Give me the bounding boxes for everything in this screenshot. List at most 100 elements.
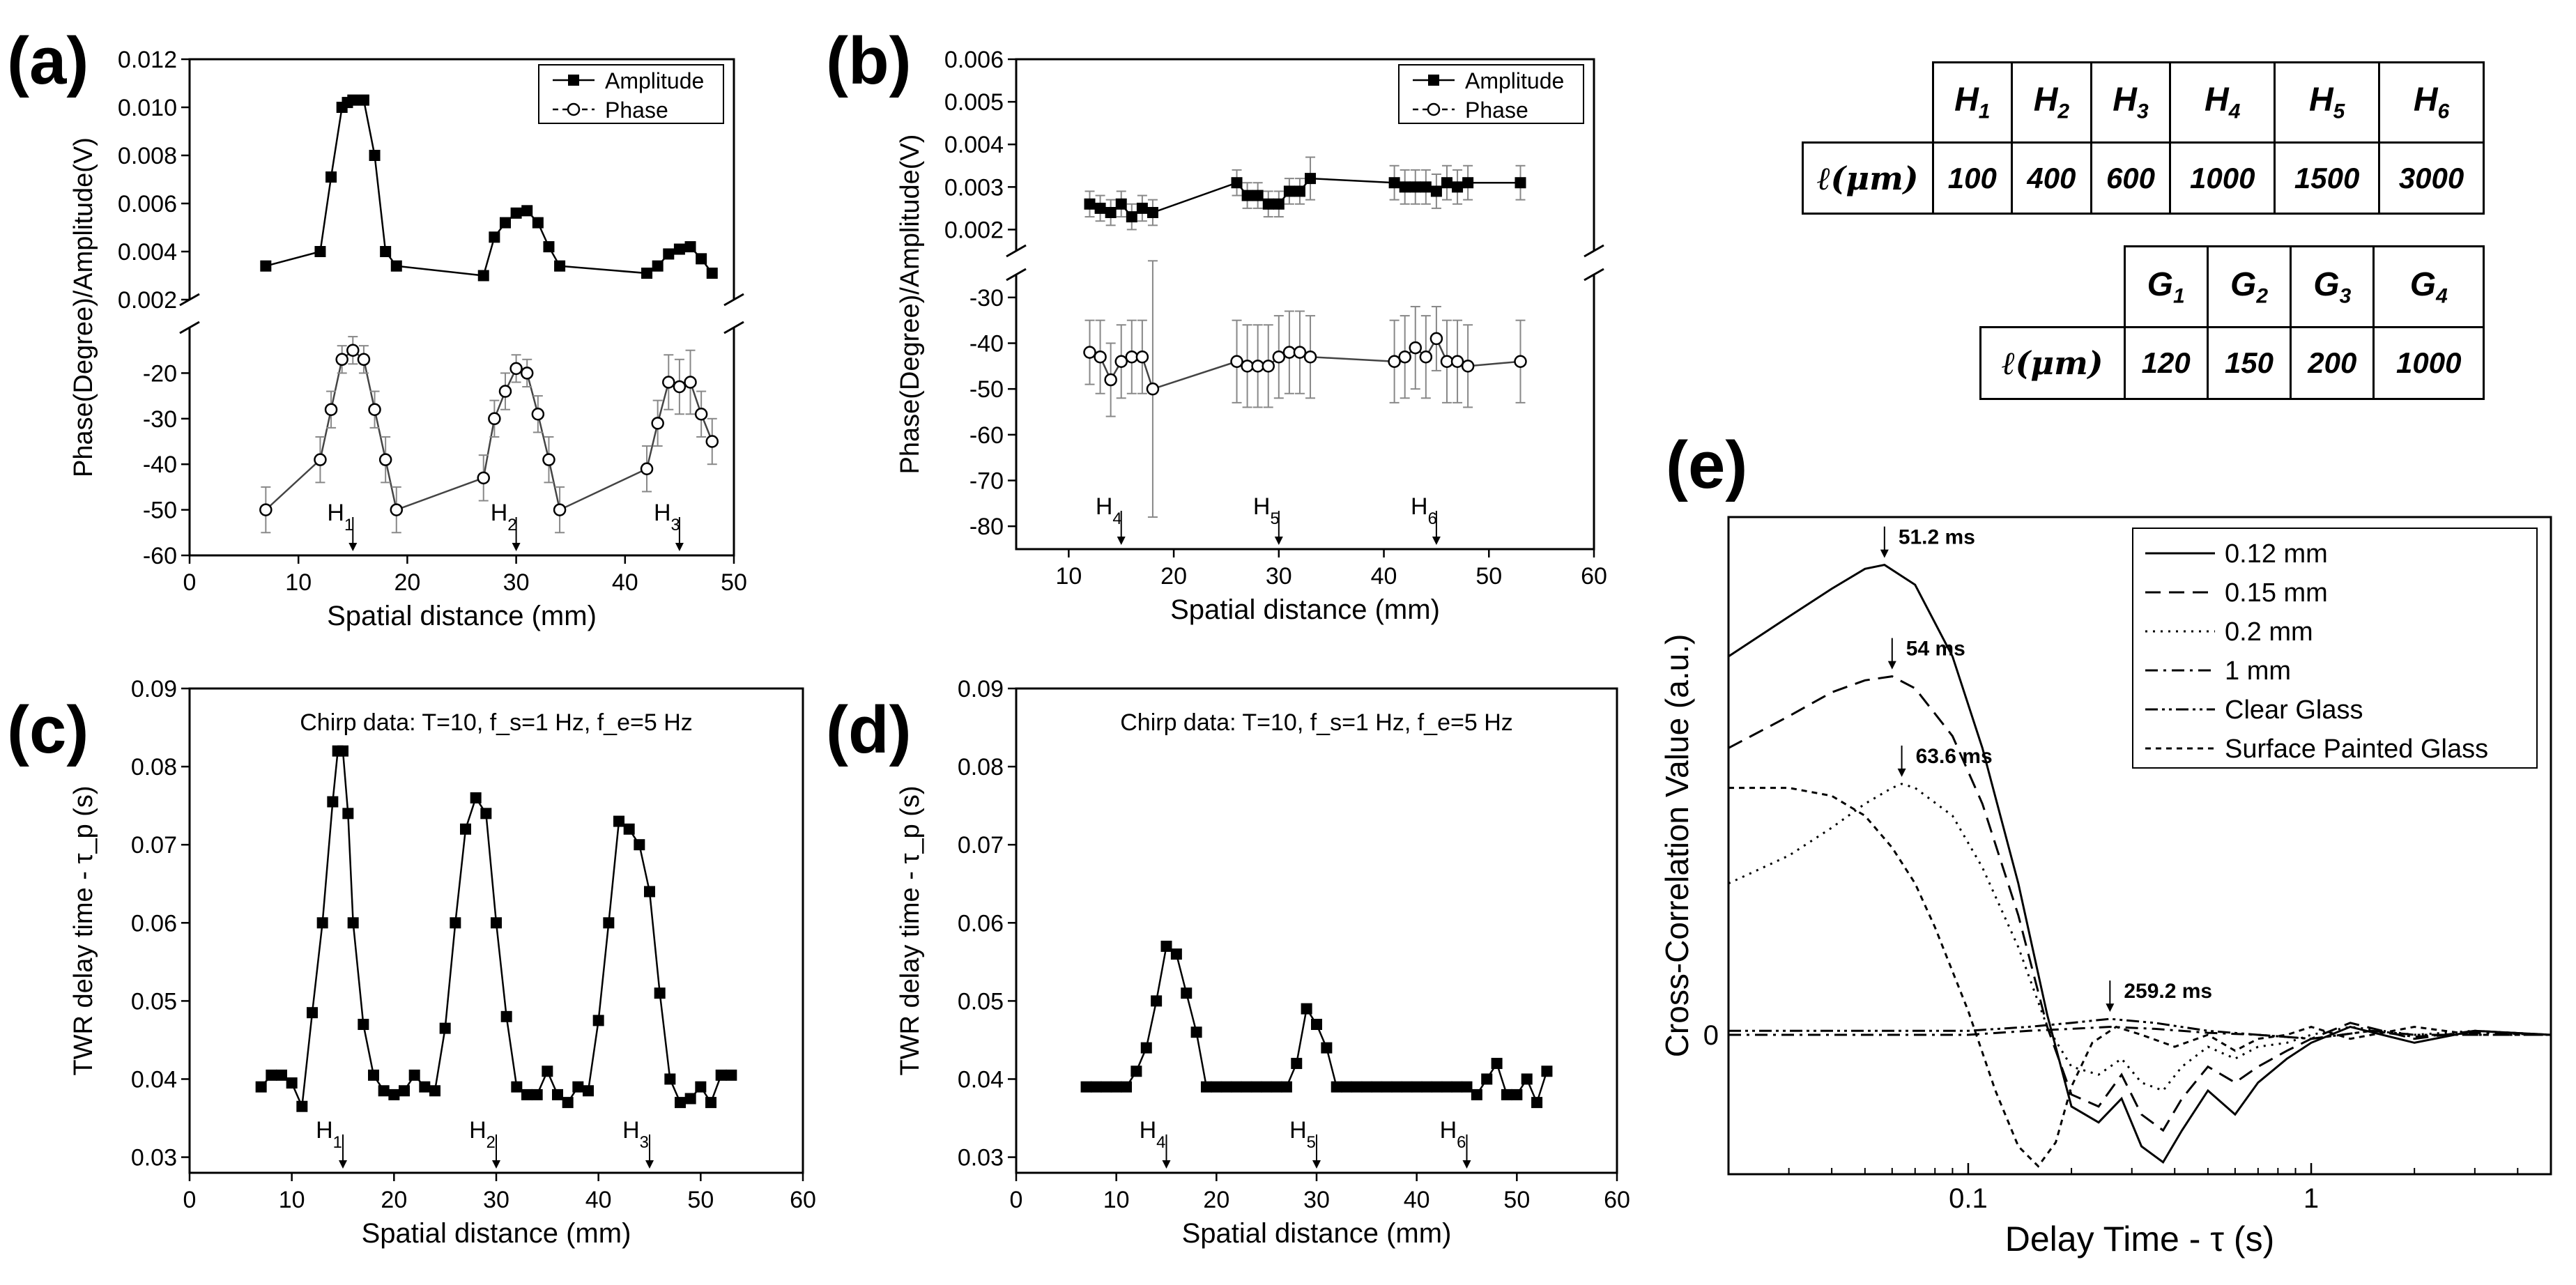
legend-label-amplitude: Amplitude xyxy=(605,68,704,93)
data-point-phase xyxy=(1272,350,1286,364)
y-axis-tick-label: 0.06 xyxy=(131,910,177,937)
y-axis-lower-tick-label: -40 xyxy=(143,452,177,478)
x-axis-tick-label: 60 xyxy=(1581,563,1607,590)
data-point-phase xyxy=(1241,360,1254,373)
data-point xyxy=(705,1097,716,1109)
data-point-amplitude xyxy=(1241,190,1253,201)
annotation-arrow-head xyxy=(339,1160,347,1169)
data-point-amplitude xyxy=(477,270,489,282)
table-h-value-row: ℓ(μm) 100 400 600 1000 1500 3000 xyxy=(1802,141,2485,215)
legend-label-phase: Phase xyxy=(1465,98,1528,123)
data-point-amplitude xyxy=(390,260,402,272)
y-axis-tick-label: 0.03 xyxy=(131,1145,177,1171)
y-axis-tick-label: 0.03 xyxy=(958,1145,1004,1171)
data-point xyxy=(419,1081,431,1093)
data-point xyxy=(684,1093,696,1105)
x-axis-label: Spatial distance (mm) xyxy=(327,601,597,631)
x-axis-tick-label: 0 xyxy=(183,569,197,596)
table-h-row-label: ℓ(μm) xyxy=(1802,141,1934,215)
data-point-amplitude xyxy=(521,205,533,217)
x-axis-tick-label: 30 xyxy=(1303,1187,1330,1213)
peak-arrow-head xyxy=(1897,768,1906,777)
annotation-arrow-head xyxy=(348,543,358,551)
y-axis-tick-label: 0.08 xyxy=(958,754,1004,780)
data-point-amplitude xyxy=(1105,207,1117,218)
data-point xyxy=(1301,1003,1312,1015)
data-point xyxy=(726,1069,737,1081)
data-point xyxy=(1151,995,1163,1007)
data-point xyxy=(342,808,354,820)
y-axis-upper-tick-label: 0.008 xyxy=(118,143,177,169)
data-point-amplitude xyxy=(1294,185,1305,197)
x-axis-tick-label: 10 xyxy=(1103,1187,1130,1213)
x-axis-tick-label: 0 xyxy=(183,1187,197,1213)
data-point-phase xyxy=(1461,360,1475,373)
data-point-phase xyxy=(520,367,534,380)
axis-break-mark xyxy=(179,321,200,334)
y-axis-tick-label: 0 xyxy=(1703,1020,1719,1051)
peak-arrow-head xyxy=(2106,1003,2115,1013)
data-point xyxy=(1531,1097,1543,1109)
data-point xyxy=(316,917,328,929)
x-axis-tick-label: 40 xyxy=(585,1187,612,1213)
data-point xyxy=(1511,1088,1523,1100)
data-point-phase xyxy=(477,471,490,485)
data-point xyxy=(500,1010,512,1022)
table-g-header: G2 xyxy=(2206,245,2292,329)
y-axis-upper-tick-label: 0.004 xyxy=(944,132,1004,158)
legend-marker-amplitude xyxy=(1428,75,1439,86)
y-axis-tick-label: 0.09 xyxy=(958,676,1004,702)
data-point xyxy=(388,1088,400,1100)
data-point xyxy=(1471,1088,1482,1100)
legend-label: 0.12 mm xyxy=(2225,539,2328,569)
data-point-amplitude xyxy=(510,207,522,219)
annotation-label: H1 xyxy=(316,1117,342,1152)
panel-label-a: (a) xyxy=(7,24,89,98)
data-point xyxy=(337,745,348,757)
x-axis-label: Spatial distance (mm) xyxy=(1182,1218,1452,1249)
data-point xyxy=(603,917,615,929)
y-axis-upper-tick-label: 0.006 xyxy=(118,191,177,217)
data-point xyxy=(1461,1081,1473,1093)
x-axis-tick-label: 0 xyxy=(1010,1187,1023,1213)
data-point-amplitude xyxy=(1305,173,1317,185)
chart-d: 0 10 20 30 40 50 60 0.03 0.04 0.05 0.06 0.07 0.08 0.0… xyxy=(896,676,1630,1249)
data-point xyxy=(623,823,635,835)
data-point xyxy=(654,987,666,999)
data-point-amplitude xyxy=(673,243,685,255)
x-axis-tick-label: 40 xyxy=(1371,563,1397,590)
x-axis-tick-label: 30 xyxy=(503,569,530,596)
data-point-amplitude xyxy=(1252,190,1264,201)
data-point-phase xyxy=(1114,355,1128,369)
data-point xyxy=(583,1085,594,1097)
data-point-phase xyxy=(1409,341,1423,355)
data-point-amplitude xyxy=(1147,207,1158,218)
annotation-label: H6 xyxy=(1440,1117,1466,1152)
data-point-phase xyxy=(335,353,348,367)
series-line-1-mm xyxy=(1728,1026,2552,1040)
data-point xyxy=(1541,1065,1553,1077)
table-g-value-row: ℓ(μm) 120 150 200 1000 xyxy=(1979,326,2485,400)
x-axis-tick-label: 60 xyxy=(790,1187,816,1213)
data-point-phase xyxy=(1440,355,1454,369)
y-axis-tick-label: 0.05 xyxy=(131,988,177,1015)
data-point-phase xyxy=(1251,360,1264,373)
peak-arrow-head xyxy=(1887,661,1896,670)
data-point-phase xyxy=(498,385,512,398)
data-point-amplitude xyxy=(1273,198,1285,210)
data-point-phase xyxy=(673,380,687,394)
table-corner xyxy=(1980,246,2126,329)
data-point-phase xyxy=(1146,382,1160,396)
data-point xyxy=(613,815,624,827)
data-point-phase xyxy=(553,503,567,516)
data-point-amplitude xyxy=(1452,181,1464,193)
annotation-arrow-head xyxy=(1312,1160,1321,1169)
legend-label-amplitude: Amplitude xyxy=(1465,68,1564,93)
table-g-dimensions: G1 G2 G3 G4 ℓ(μm) 120 150 200 1000 xyxy=(1979,245,2485,400)
data-point xyxy=(378,1085,390,1097)
axis-break-mark xyxy=(1006,268,1027,282)
data-point xyxy=(1501,1088,1512,1100)
x-axis-tick-label: 10 xyxy=(285,569,312,596)
data-point-amplitude xyxy=(1441,177,1452,189)
series-line-surface-painted-glass xyxy=(1728,787,2551,1168)
